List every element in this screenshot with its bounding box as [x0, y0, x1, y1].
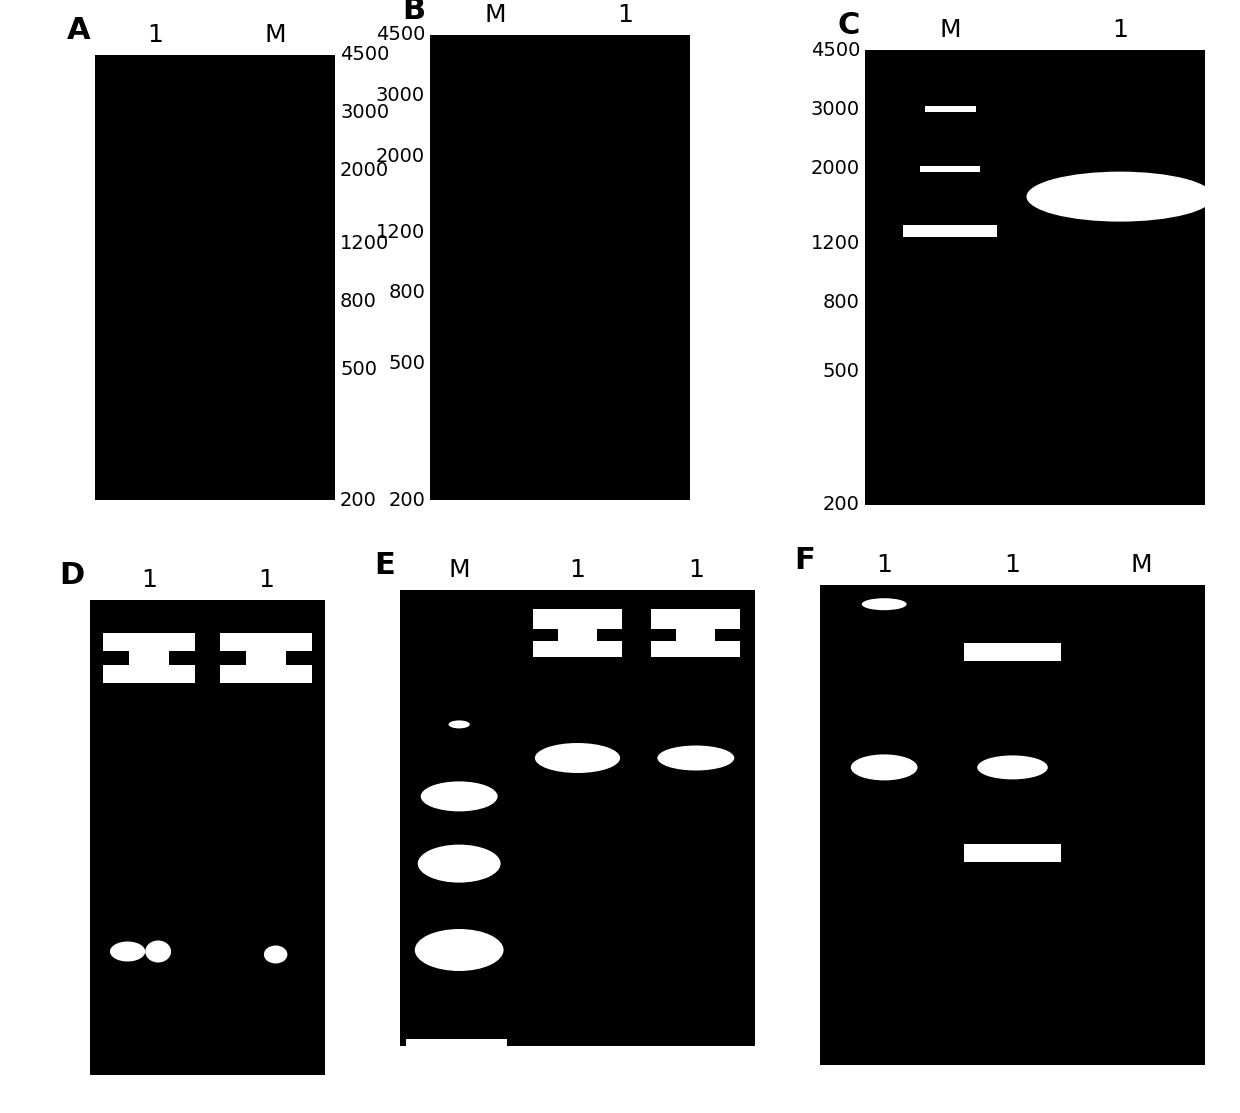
Bar [963, 844, 1061, 863]
Bar [221, 666, 312, 683]
Ellipse shape [449, 720, 470, 728]
Ellipse shape [657, 746, 734, 770]
Bar [246, 651, 286, 666]
Text: 1: 1 [1112, 18, 1128, 42]
Text: 4500: 4500 [340, 46, 389, 65]
Text: 1: 1 [688, 558, 704, 582]
Text: F: F [795, 546, 815, 575]
Text: 1: 1 [258, 568, 274, 592]
Bar [651, 609, 740, 629]
Ellipse shape [110, 942, 145, 962]
Text: 200: 200 [388, 491, 425, 510]
Ellipse shape [534, 743, 620, 774]
Text: 4500: 4500 [811, 40, 861, 59]
Text: 3000: 3000 [376, 86, 425, 105]
Bar [129, 651, 169, 666]
Bar [866, 50, 1205, 505]
Text: 2000: 2000 [340, 161, 389, 180]
Bar [963, 642, 1061, 661]
Text: B: B [402, 0, 425, 24]
Ellipse shape [977, 756, 1048, 779]
Text: 200: 200 [823, 495, 861, 514]
Bar [405, 1038, 506, 1048]
Bar [920, 166, 980, 171]
Ellipse shape [862, 598, 906, 610]
Text: 1: 1 [877, 553, 892, 577]
Ellipse shape [1027, 171, 1214, 221]
Bar [533, 641, 622, 657]
Bar [221, 633, 312, 651]
Bar [401, 1046, 755, 1070]
Ellipse shape [264, 946, 288, 964]
Text: M: M [1130, 553, 1152, 577]
Bar [533, 609, 622, 629]
Bar [91, 600, 325, 1075]
Text: 1200: 1200 [340, 235, 389, 254]
Text: 1: 1 [569, 558, 585, 582]
Text: 1: 1 [618, 3, 632, 27]
Text: 1200: 1200 [811, 234, 861, 253]
Text: 1200: 1200 [376, 223, 425, 242]
Text: M: M [484, 3, 506, 27]
Text: M: M [449, 558, 470, 582]
Text: 800: 800 [823, 293, 861, 312]
Text: 500: 500 [388, 354, 425, 373]
Bar [651, 641, 740, 657]
Text: 2000: 2000 [811, 159, 861, 178]
Bar [95, 55, 335, 500]
Bar [401, 590, 755, 1070]
Text: 1: 1 [1004, 553, 1021, 577]
Bar [820, 585, 1205, 1065]
Ellipse shape [145, 940, 171, 963]
Text: A: A [67, 16, 91, 45]
Text: E: E [374, 551, 396, 580]
Bar [558, 629, 596, 641]
Ellipse shape [851, 755, 918, 780]
Text: 4500: 4500 [376, 26, 425, 45]
Text: 3000: 3000 [811, 100, 861, 119]
Bar [903, 226, 997, 237]
Text: 200: 200 [340, 491, 377, 510]
Text: 2000: 2000 [376, 147, 425, 166]
Bar [925, 106, 976, 112]
Ellipse shape [418, 845, 501, 883]
Text: 1: 1 [148, 23, 162, 47]
Text: 800: 800 [340, 293, 377, 312]
Ellipse shape [415, 929, 503, 971]
Text: 800: 800 [388, 284, 425, 303]
Bar [676, 629, 715, 641]
Bar [430, 35, 689, 500]
Text: C: C [838, 11, 861, 40]
Text: 3000: 3000 [340, 104, 389, 122]
Bar [103, 633, 195, 651]
Text: M: M [939, 18, 961, 42]
Ellipse shape [420, 781, 497, 811]
Text: 500: 500 [823, 362, 861, 381]
Text: 1: 1 [141, 568, 156, 592]
Text: M: M [264, 23, 285, 47]
Text: D: D [60, 561, 86, 590]
Text: 500: 500 [340, 359, 377, 378]
Bar [103, 666, 195, 683]
